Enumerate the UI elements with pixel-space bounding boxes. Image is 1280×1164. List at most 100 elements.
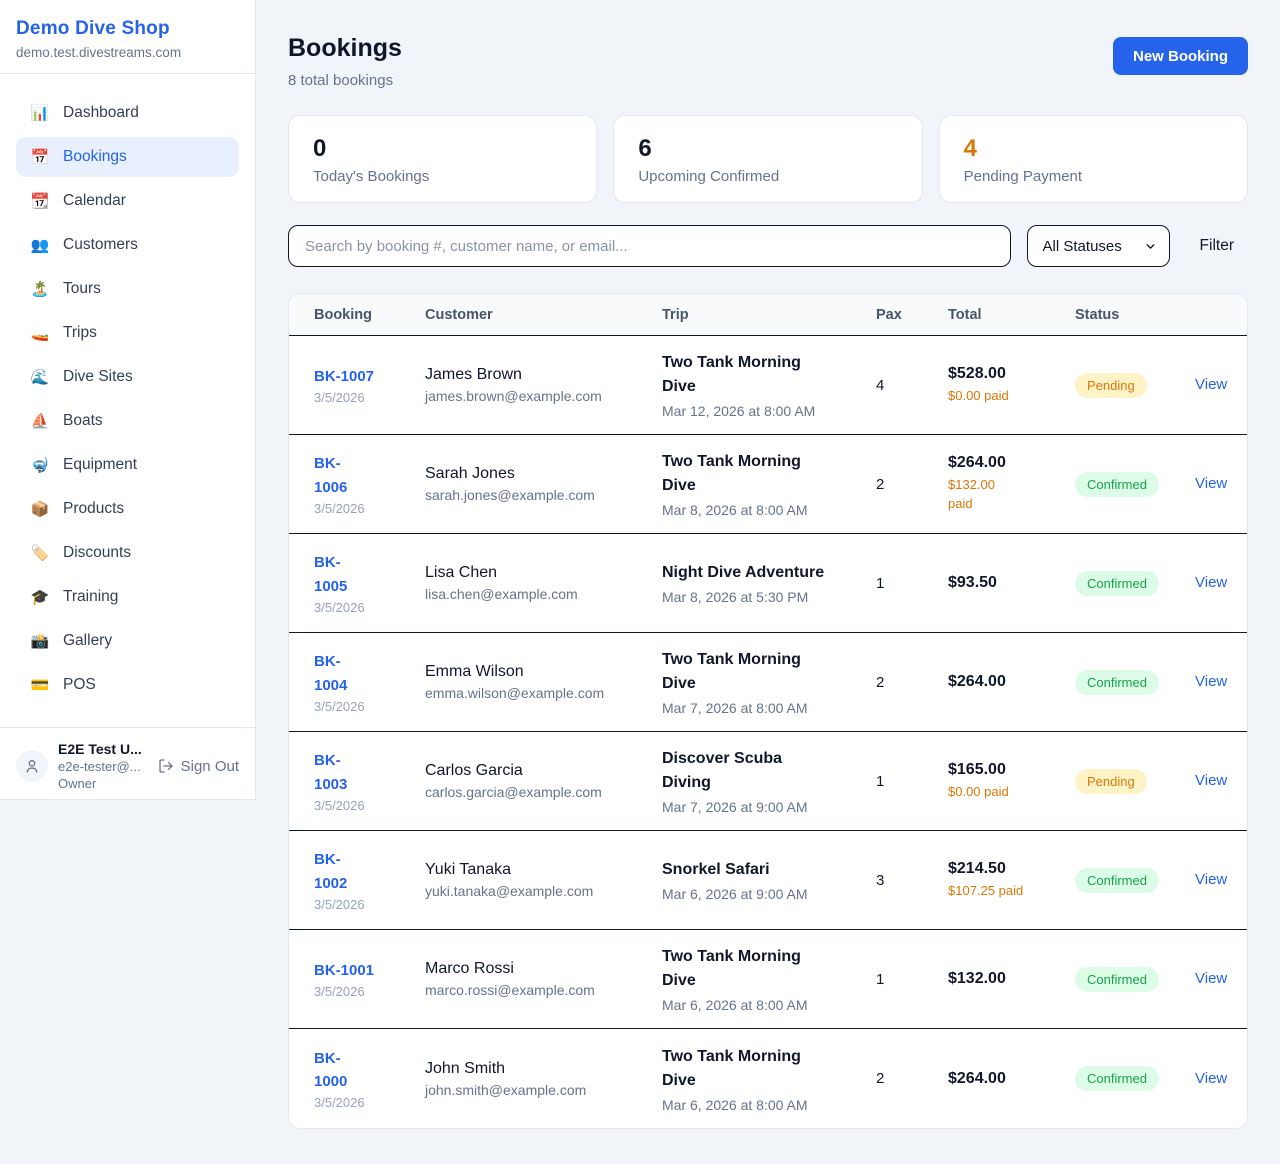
paid-amount: $107.25 paid (948, 882, 1024, 898)
trip-time: Mar 12, 2026 at 8:00 AM (662, 403, 816, 419)
trip-name: Two Tank Morning Dive (662, 354, 801, 395)
tag-icon: 🏷️ (30, 545, 50, 562)
calendar-icon: 📅 (30, 149, 50, 166)
sidebar-item-training[interactable]: 🎓 Training (16, 577, 239, 617)
view-link[interactable]: View (1195, 574, 1228, 591)
booking-id-link[interactable]: BK- 1004 (314, 653, 348, 694)
customer-email: james.brown@example.com (425, 388, 602, 404)
view-link[interactable]: View (1195, 970, 1228, 987)
shop-domain: demo.test.divestreams.com (16, 45, 182, 60)
status-badge: Confirmed (1075, 669, 1159, 695)
sidebar-item-trips[interactable]: 🚤 Trips (16, 313, 239, 353)
sidebar-item-gallery[interactable]: 📸 Gallery (16, 621, 239, 661)
bookings-table: Booking Customer Trip Pax Total Status BK-100… (288, 293, 1248, 1129)
shop-header: Demo Dive Shop demo.test.divestreams.com (0, 0, 255, 74)
trip-name: Discover Scuba Diving (662, 750, 783, 791)
customer-name: James Brown (425, 366, 522, 383)
sidebar-item-customers[interactable]: 👥 Customers (16, 225, 239, 265)
booking-date: 3/5/2026 (314, 390, 365, 406)
sidebar-item-bookings[interactable]: 📅 Bookings (16, 137, 239, 177)
sidebar-item-products[interactable]: 📦 Products (16, 489, 239, 529)
status-badge: Pending (1075, 372, 1147, 398)
sign-out-button[interactable]: Sign Out (158, 758, 239, 775)
customer-email: sarah.jones@example.com (425, 487, 595, 503)
new-booking-button[interactable]: New Booking (1112, 37, 1248, 75)
water-wave-icon: 🌊 (30, 369, 50, 386)
customer-name: Marco Rossi (425, 960, 514, 977)
customer-email: emma.wilson@example.com (425, 685, 605, 701)
main-content: Bookings 8 total bookings New Booking 0 … (256, 0, 1280, 1164)
people-icon: 👥 (30, 237, 50, 254)
user-name: E2E Test U... (58, 741, 142, 757)
package-icon: 📦 (30, 501, 50, 518)
chevron-down-icon (1146, 243, 1154, 249)
pax-count: 1 (876, 574, 885, 592)
pax-count: 1 (876, 970, 885, 988)
trip-time: Mar 8, 2026 at 8:00 AM (662, 502, 808, 518)
booking-id-link[interactable]: BK-1007 (314, 367, 375, 385)
sidebar-item-label: Gallery (63, 632, 113, 649)
credit-card-icon: 💳 (30, 677, 50, 694)
sidebar-item-equipment[interactable]: 🤿 Equipment (16, 445, 239, 485)
view-link[interactable]: View (1195, 871, 1228, 888)
view-link[interactable]: View (1195, 673, 1228, 690)
sidebar-item-label: Trips (63, 324, 97, 341)
sidebar-item-dive-sites[interactable]: 🌊 Dive Sites (16, 357, 239, 397)
view-link[interactable]: View (1195, 376, 1228, 393)
sidebar-item-calendar[interactable]: 📆 Calendar (16, 181, 239, 221)
status-badge: Pending (1075, 768, 1147, 794)
pax-count: 2 (876, 673, 885, 691)
sign-out-icon (158, 759, 173, 773)
view-link[interactable]: View (1195, 772, 1228, 789)
booking-id-link[interactable]: BK-1001 (314, 961, 375, 979)
status-select[interactable]: All Statuses (1026, 225, 1170, 267)
customer-email: marco.rossi@example.com (425, 982, 595, 998)
sidebar-item-label: Products (63, 500, 125, 517)
column-header-total: Total (948, 306, 982, 323)
paid-amount: $0.00 paid (948, 783, 1009, 799)
table-row: BK- 1000 3/5/2026 John Smith john.smith@… (289, 1029, 1247, 1128)
sidebar-item-pos[interactable]: 💳 POS (16, 665, 239, 705)
avatar (16, 750, 48, 782)
stat-card: 6 Upcoming Confirmed (613, 115, 923, 203)
stat-value: 0 (313, 135, 327, 162)
sidebar-item-dashboard[interactable]: 📊 Dashboard (16, 93, 239, 133)
status-select-value: All Statuses (1042, 237, 1122, 255)
sidebar-item-tours[interactable]: 🏝️ Tours (16, 269, 239, 309)
customer-name: John Smith (425, 1059, 506, 1077)
customer-email: lisa.chen@example.com (425, 586, 578, 602)
view-link[interactable]: View (1195, 1069, 1228, 1087)
person-icon (26, 760, 38, 773)
trip-time: Mar 6, 2026 at 9:00 AM (662, 886, 808, 902)
booking-date: 3/5/2026 (314, 500, 365, 516)
status-badge: Confirmed (1075, 471, 1159, 497)
view-link[interactable]: View (1195, 475, 1228, 492)
total-bookings-count: 8 total bookings (288, 72, 394, 89)
user-role: Owner (58, 776, 97, 791)
user-info: E2E Test U... e2e-tester@... Owner (58, 741, 148, 791)
trip-time: Mar 8, 2026 at 5:30 PM (662, 589, 809, 605)
trip-name: Snorkel Safari (662, 861, 770, 878)
booking-id-link[interactable]: BK- 1003 (314, 752, 348, 793)
pax-count: 3 (876, 871, 885, 889)
stat-card: 4 Pending Payment (938, 115, 1248, 203)
trip-time: Mar 7, 2026 at 8:00 AM (662, 700, 808, 716)
total-amount: $132.00 (948, 970, 1006, 987)
table-body: BK-1007 3/5/2026 James Brown james.brown… (289, 336, 1247, 1128)
booking-id-link[interactable]: BK- 1005 (314, 554, 348, 595)
search-input[interactable] (288, 225, 1011, 267)
sidebar-item-discounts[interactable]: 🏷️ Discounts (16, 533, 239, 573)
customer-name: Sarah Jones (425, 465, 515, 482)
sidebar-item-boats[interactable]: ⛵ Boats (16, 401, 239, 441)
booking-date: 3/5/2026 (314, 984, 365, 1000)
booking-id-link[interactable]: BK- 1000 (314, 1049, 348, 1090)
stat-value: 4 (963, 135, 978, 162)
filter-button[interactable]: Filter (1186, 237, 1248, 255)
booking-date: 3/5/2026 (314, 1095, 365, 1111)
column-header-booking: Booking (314, 306, 372, 323)
sidebar-nav: 📊 Dashboard 📅 Bookings 📆 Calendar 👥 Cust… (0, 74, 255, 727)
booking-id-link[interactable]: BK- 1002 (314, 851, 348, 892)
desert-island-icon: 🏝️ (30, 281, 50, 298)
booking-id-link[interactable]: BK- 1006 (314, 455, 348, 496)
booking-date: 3/5/2026 (314, 797, 365, 813)
